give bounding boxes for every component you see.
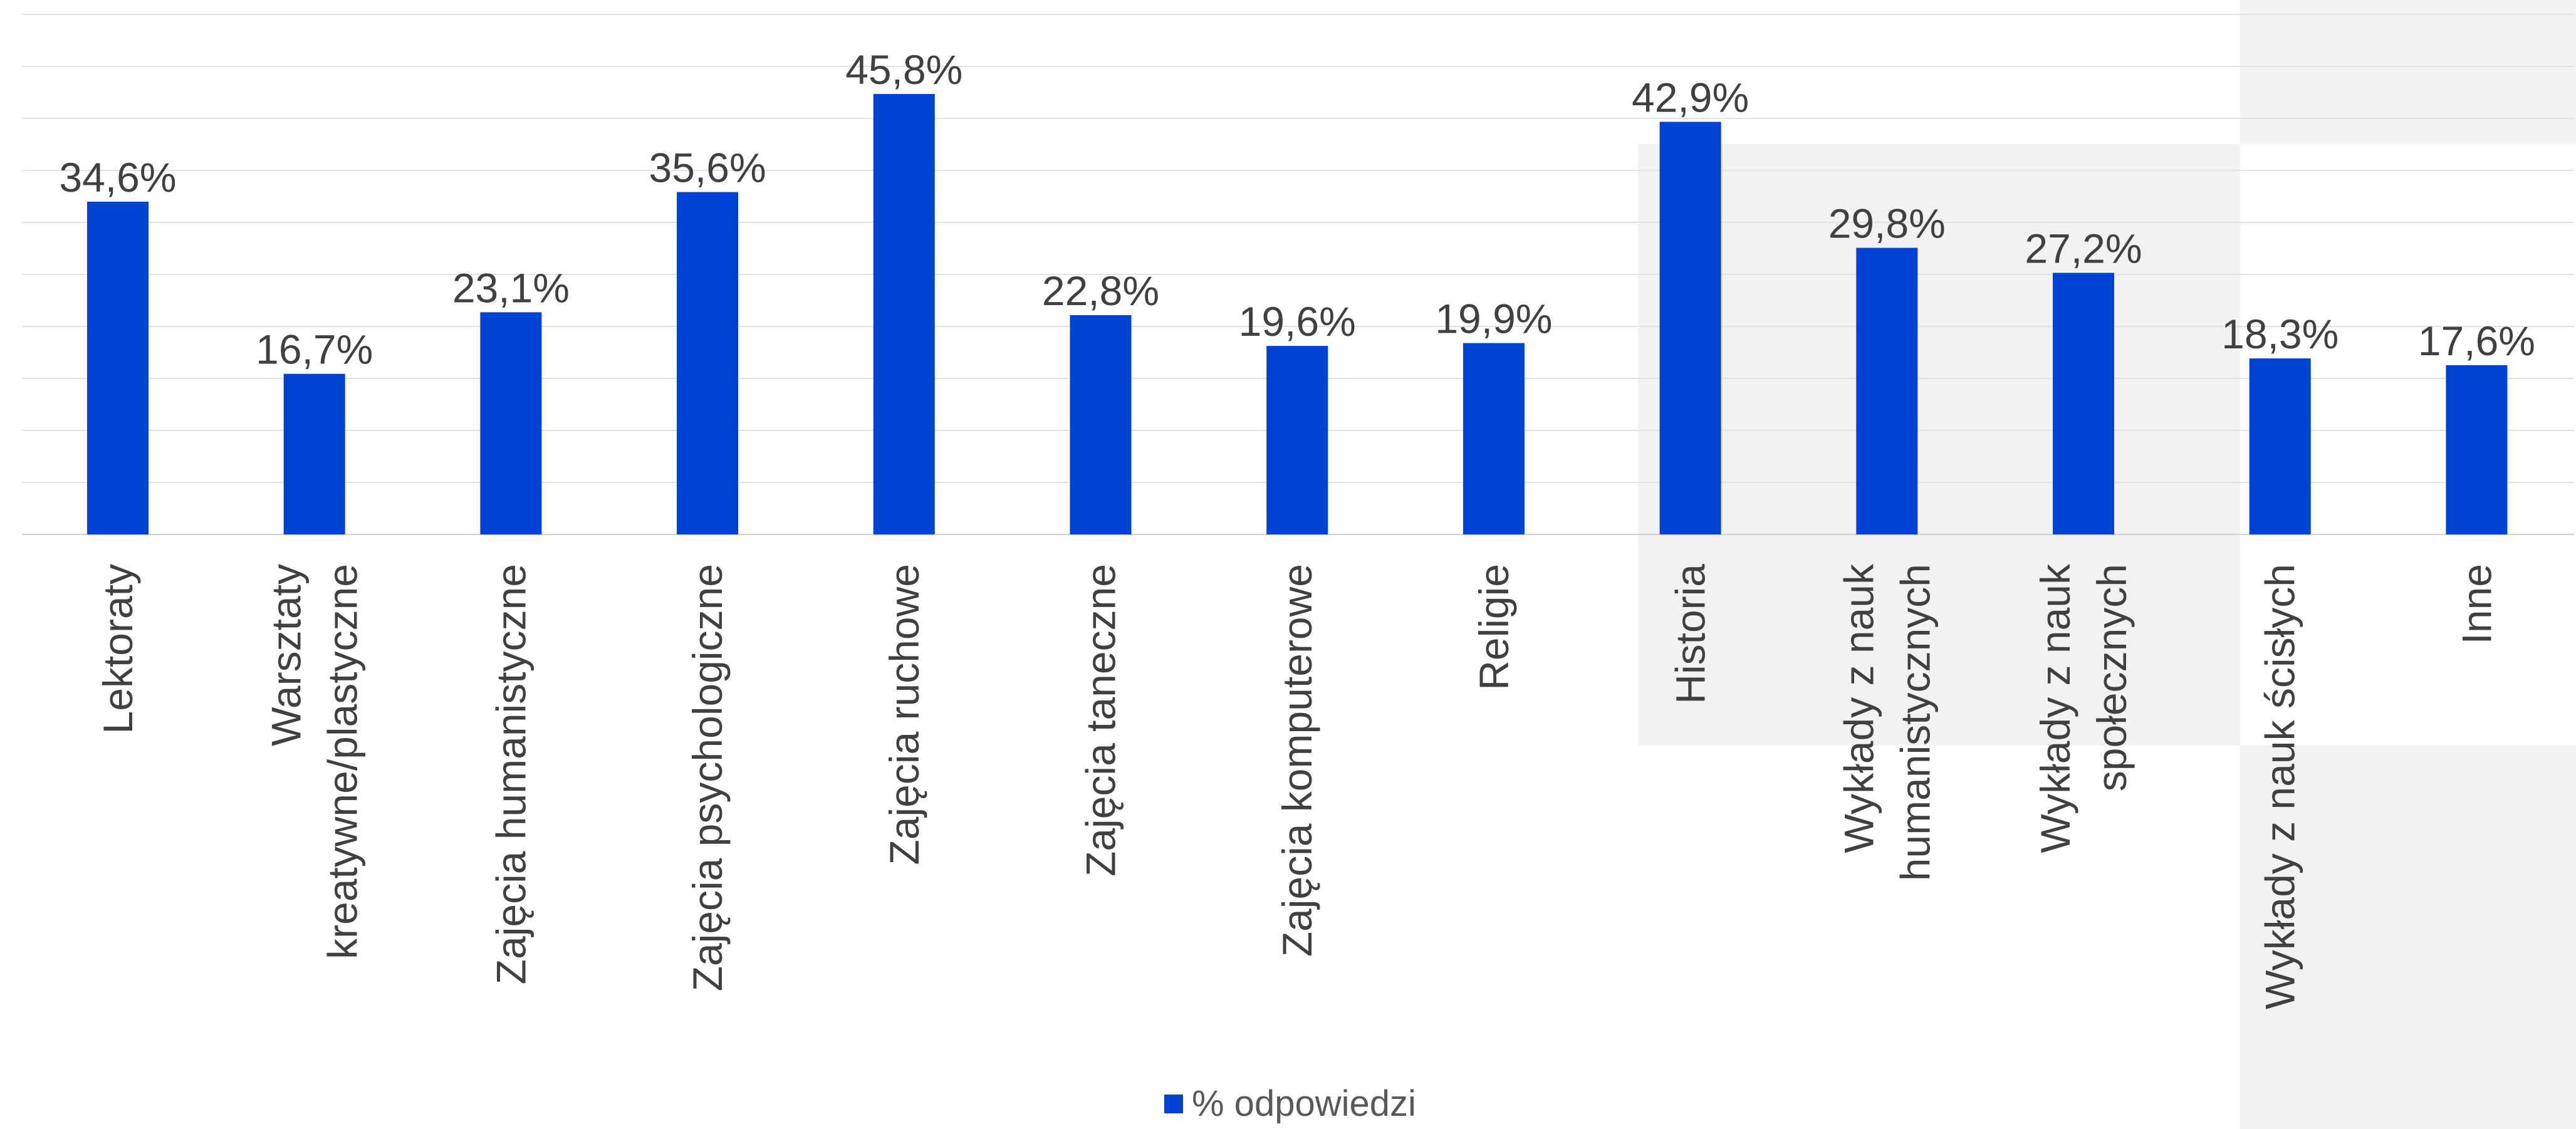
category-label: Religie [1471,564,1517,690]
data-label: 23,1% [452,264,570,311]
category-label: Warsztaty kreatywne/plastyczne [263,564,366,959]
category-label-line: kreatywne/plastyczne [320,564,366,959]
highlight-panel [2240,0,2576,144]
category-label: Zajęcia ruchowe [881,564,927,865]
category-label-line: Wykłady z nauk [1835,563,1882,853]
category-label: Zajęcia psychologiczne [684,564,731,991]
data-label: 29,8% [1828,200,1946,247]
bar [873,93,935,535]
bar [1070,315,1132,534]
bar [1856,247,1918,534]
data-label: 22,8% [1042,268,1159,314]
category-label: Wykłady z nauk ścisłych [2257,564,2303,1009]
category-label-line: Religie [1471,564,1517,690]
highlight-backgrounds [1638,0,2576,1129]
category-label-line: Wykłady z nauk ścisłych [2257,564,2303,1009]
legend: % odpowiedzi [1164,1083,1416,1125]
data-label: 16,7% [256,326,373,373]
bar [2446,365,2508,534]
category-label: Wykłady z nauk humanistycznych [1835,563,1938,881]
data-label: 34,6% [59,154,176,200]
bar [2053,273,2114,534]
bar [480,312,542,534]
bar [87,201,149,534]
highlight-panel [1638,144,2240,746]
data-label: 35,6% [649,145,766,191]
category-label: Wykłady z nauk społecznych [2032,563,2135,853]
highlight-panel [2240,746,2576,1129]
data-label: 19,9% [1435,296,1552,342]
category-label: Zajęcia taneczne [1078,564,1124,877]
category-label: Zajęcia komputerowe [1274,564,1320,957]
data-label: 42,9% [1632,74,1749,120]
category-label-line: Zajęcia komputerowe [1274,564,1320,957]
category-label-line: społecznych [2088,564,2135,791]
bar [1266,346,1328,534]
category-label-line: humanistycznych [1892,564,1938,881]
legend-swatch [1164,1094,1183,1113]
category-label-line: Zajęcia ruchowe [881,564,927,865]
category-label-line: Wykłady z nauk [2032,563,2078,853]
category-labels: Lektoraty Warsztaty kreatywne/plastyczne Za… [95,563,2500,1009]
data-label: 27,2% [2025,225,2142,271]
category-label-line: Lektoraty [95,564,141,734]
category-label-line: Historia [1667,564,1714,704]
data-label: 45,8% [845,46,962,93]
bar [1463,343,1525,534]
category-label-line: Inne [2453,564,2500,644]
category-label-line: Warsztaty [263,564,310,746]
category-label: Zajęcia humanistyczne [488,564,534,984]
data-labels: 34,6% 16,7% 23,1% 35,6% 45,8% 22,8% 19,6% 19,9%… [59,46,2535,373]
category-label: Inne [2453,564,2500,644]
bar [677,192,739,534]
data-label: 18,3% [2221,311,2339,357]
category-label: Lektoraty [95,564,141,734]
category-label-line: Zajęcia psychologiczne [684,564,731,991]
legend-label: % odpowiedzi [1192,1083,1416,1124]
category-label: Historia [1667,564,1714,704]
bars [87,93,2508,535]
data-label: 17,6% [2418,318,2535,364]
bar [283,373,345,534]
bar [2249,358,2311,534]
category-label-line: Zajęcia taneczne [1078,564,1124,877]
category-label-line: Zajęcia humanistyczne [488,564,534,984]
bar [1659,122,1721,535]
data-label: 19,6% [1239,298,1356,345]
